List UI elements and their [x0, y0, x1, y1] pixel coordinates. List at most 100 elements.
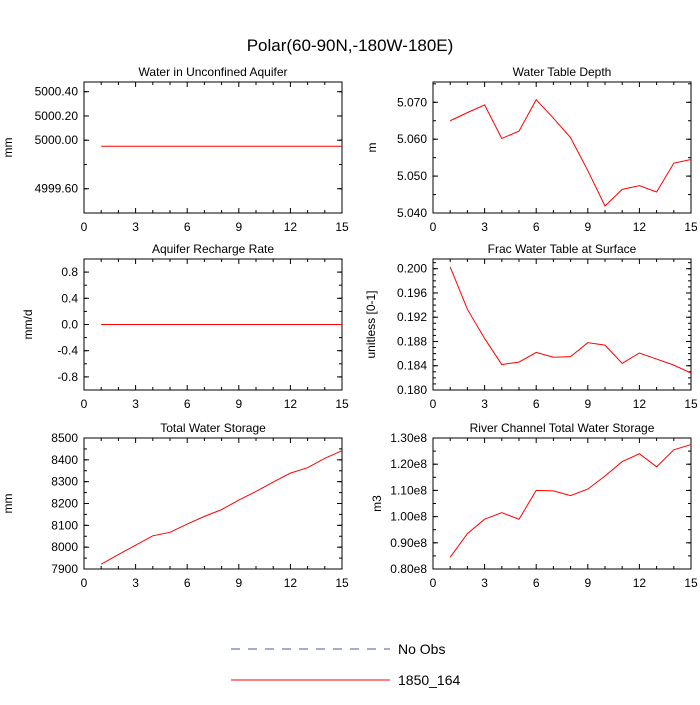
y-tick-label: 7900 [51, 562, 78, 576]
y-tick-label: 0.90e8 [390, 536, 427, 550]
x-tick-label: 9 [235, 576, 242, 590]
panel-water-in-unconfined-aquifer: Water in Unconfined Aquifer mm 0 3 6 9 12 15 499… [1, 65, 349, 234]
y-axis-label: mm [1, 138, 15, 158]
legend-label-1850-164: 1850_164 [398, 672, 461, 688]
x-tick-label: 6 [184, 576, 191, 590]
y-axis-label: m [365, 143, 379, 153]
panel-title: Frac Water Table at Surface [488, 242, 637, 256]
panel-title: Water Table Depth [513, 65, 612, 79]
plot-frame [83, 81, 343, 214]
y-tick-label: 0.8 [61, 265, 78, 279]
x-tick-label: 9 [584, 397, 591, 411]
x-tick-label: 0 [81, 220, 88, 234]
y-tick-label: 5000.00 [35, 133, 79, 147]
series-line-1850-164 [449, 98, 692, 207]
y-tick-label: 0.188 [397, 334, 427, 348]
y-tick-label: 1.30e8 [390, 431, 427, 445]
y-tick-label: 0.192 [397, 310, 427, 324]
y-tick-label: 8000 [51, 540, 78, 554]
panel-title: Aquifer Recharge Rate [152, 242, 274, 256]
x-tick-label: 6 [184, 220, 191, 234]
x-tick-label: 12 [284, 576, 298, 590]
panel-title: River Channel Total Water Storage [470, 421, 655, 435]
x-tick-label: 15 [684, 220, 698, 234]
y-tick-label: 8500 [51, 431, 78, 445]
page-title: Polar(60-90N,-180W-180E) [247, 36, 454, 55]
panel-aquifer-recharge-rate: Aquifer Recharge Rate mm/d 0 3 6 9 12 15 -0.8 -0.… [21, 242, 349, 411]
y-tick-label: 5.050 [397, 169, 427, 183]
y-tick-label: 1.20e8 [390, 457, 427, 471]
y-axis-label: mm [1, 494, 15, 514]
x-tick-label: 0 [430, 576, 437, 590]
y-tick-label: 5.040 [397, 206, 427, 220]
x-tick-label: 15 [335, 576, 349, 590]
x-tick-label: 12 [633, 220, 647, 234]
legend: No Obs 1850_164 [231, 641, 461, 688]
x-tick-label: 15 [684, 397, 698, 411]
y-axis-label: m3 [370, 495, 384, 512]
x-tick-label: 3 [132, 576, 139, 590]
x-tick-label: 15 [335, 220, 349, 234]
x-tick-label: 12 [633, 397, 647, 411]
panel-title: Total Water Storage [160, 421, 266, 435]
y-tick-label: 5000.20 [35, 109, 79, 123]
plot-frame [83, 437, 343, 570]
x-tick-label: 9 [584, 576, 591, 590]
panel-river-channel-total-water-storage: River Channel Total Water Storage m3 0 3 6 9 1… [370, 421, 698, 590]
x-tick-label: 0 [430, 397, 437, 411]
y-tick-label: 0.0 [61, 318, 78, 332]
y-tick-label: 5.070 [397, 95, 427, 109]
panel-total-water-storage: Total Water Storage mm 0 3 6 9 12 15 7900 8000 810… [1, 421, 349, 590]
x-tick-label: 15 [335, 397, 349, 411]
y-tick-label: 5000.40 [35, 85, 79, 99]
x-tick-label: 0 [430, 220, 437, 234]
y-tick-label: 1.00e8 [390, 510, 427, 524]
series-line-1850-164 [100, 450, 343, 565]
y-tick-label: 8300 [51, 475, 78, 489]
y-axis-label: unitless [0-1] [364, 290, 378, 358]
x-tick-label: 0 [81, 576, 88, 590]
y-tick-label: 4999.60 [35, 182, 79, 196]
panel-title: Water in Unconfined Aquifer [139, 65, 288, 79]
x-tick-label: 12 [633, 576, 647, 590]
x-tick-label: 3 [481, 576, 488, 590]
x-tick-label: 3 [481, 397, 488, 411]
y-tick-label: 0.180 [397, 383, 427, 397]
y-tick-label: 0.4 [61, 291, 78, 305]
y-tick-label: 0.200 [397, 262, 427, 276]
panel-frac-water-table-at-surface: Frac Water Table at Surface unitless [0-1… [364, 242, 698, 411]
x-tick-label: 9 [235, 220, 242, 234]
plot-frame [432, 437, 692, 570]
panels-area: Water in Unconfined Aquifer mm 0 3 6 9 12 15 499… [1, 65, 698, 590]
plot-frame [432, 258, 692, 391]
x-tick-label: 6 [533, 576, 540, 590]
x-tick-label: 6 [184, 397, 191, 411]
x-tick-label: 12 [284, 397, 298, 411]
series-line-1850-164 [449, 266, 692, 374]
x-tick-label: 12 [284, 220, 298, 234]
x-tick-label: 9 [235, 397, 242, 411]
y-tick-label: 0.80e8 [390, 562, 427, 576]
x-tick-label: 6 [533, 220, 540, 234]
y-tick-label: 0.184 [397, 359, 427, 373]
y-tick-label: 8400 [51, 453, 78, 467]
x-tick-label: 15 [684, 576, 698, 590]
panel-water-table-depth: Water Table Depth m 0 3 6 9 12 15 5.040 5.050 5.06… [365, 65, 698, 234]
legend-label-no-obs: No Obs [398, 641, 445, 657]
y-tick-label: 8200 [51, 497, 78, 511]
x-tick-label: 9 [584, 220, 591, 234]
series-line-1850-164 [449, 444, 692, 558]
y-axis-label: mm/d [21, 310, 35, 340]
y-tick-label: 0.196 [397, 286, 427, 300]
x-tick-label: 6 [533, 397, 540, 411]
y-tick-label: 8100 [51, 518, 78, 532]
y-tick-label: 5.060 [397, 132, 427, 146]
x-tick-label: 0 [81, 397, 88, 411]
x-tick-label: 3 [132, 397, 139, 411]
x-tick-label: 3 [132, 220, 139, 234]
y-tick-label: -0.4 [57, 344, 78, 358]
y-tick-label: 1.10e8 [390, 483, 427, 497]
x-tick-label: 3 [481, 220, 488, 234]
plot-frame [432, 81, 692, 214]
